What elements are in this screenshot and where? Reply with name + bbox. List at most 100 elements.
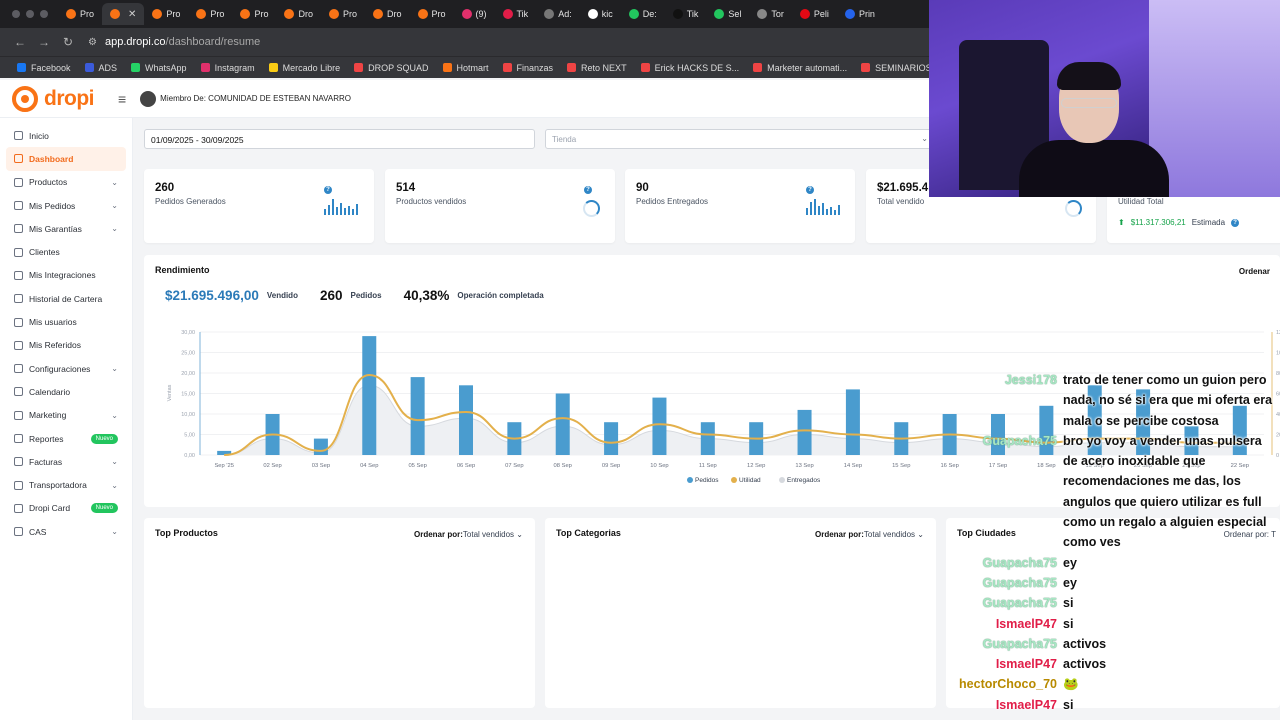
help-icon[interactable]: ? [806,186,814,194]
browser-tab[interactable]: Pro [188,3,232,25]
sidebar-item-mis-integraciones[interactable]: Mis Integraciones [6,264,126,287]
bookmark-item[interactable]: ADS [78,63,125,73]
x-tick-label: 14 Sep [844,463,862,469]
panel-order-select[interactable]: Ordenar por: T [1224,530,1276,539]
y-tick-label: 20,00 [181,371,195,377]
panel-order-select[interactable]: Ordenar por:Total vendidos ⌄ [815,530,924,539]
chevron-down-icon: ⌄ [111,364,118,374]
bookmark-item[interactable]: Reto NEXT [560,63,634,73]
sidebar-item-inicio[interactable]: Inicio [6,124,126,147]
chevron-down-icon: ⌄ [921,134,928,143]
chevron-down-icon: ⌄ [111,457,118,467]
bookmark-item[interactable]: Erick HACKS DE S... [634,63,747,73]
x-tick-label: 17 Sep [989,463,1007,469]
legend-marker [731,477,737,483]
maximize-window-icon[interactable] [40,10,48,18]
x-tick-label: Sep '25 [214,463,233,469]
chat-message: IsmaelP47 activos [955,654,1280,674]
logo-text: dropi [44,86,95,110]
sidebar-item-mis-referidos[interactable]: Mis Referidos [6,334,126,357]
minimize-window-icon[interactable] [26,10,34,18]
close-window-icon[interactable] [12,10,20,18]
help-icon[interactable]: ? [324,186,332,194]
browser-tab[interactable]: Peli [792,3,837,25]
browser-tab[interactable]: Sel [706,3,749,25]
sidebar-item-facturas[interactable]: Facturas ⌄ [6,450,126,473]
bookmark-item[interactable]: WhatsApp [124,63,194,73]
store-select[interactable]: Tienda ⌄ [545,129,935,149]
bookmark-item[interactable]: Facebook [10,63,78,73]
chat-text: ey [1063,555,1077,570]
reload-icon[interactable]: ↻ [62,35,74,49]
bookmark-item[interactable]: Instagram [194,63,262,73]
menu-toggle-icon[interactable]: ≡ [118,90,127,107]
panel-title: Top Categorias [556,528,621,538]
chat-text: si [1063,616,1074,631]
sidebar-item-mis-pedidos[interactable]: Mis Pedidos ⌄ [6,194,126,217]
sidebar-item-mis-garant-as[interactable]: Mis Garantías ⌄ [6,217,126,240]
browser-tab[interactable]: Pro [58,3,102,25]
site-settings-icon[interactable]: ⚙ [88,36,97,48]
bookmark-label: Instagram [214,62,255,73]
sidebar-item-cas[interactable]: CAS ⌄ [6,520,126,543]
sidebar-item-label: Mis usuarios [29,317,77,328]
browser-tab[interactable]: Ad: [536,3,580,25]
browser-tab[interactable]: Tor [749,3,792,25]
url-field[interactable]: ⚙ app.dropi.co/dashboard/resume [88,36,260,48]
dropi-logo[interactable]: dropi [0,85,128,112]
browser-tab[interactable]: Dro [365,3,410,25]
bookmark-item[interactable]: Mercado Libre [262,63,348,73]
sidebar-item-label: Mis Garantías [29,223,82,234]
bookmark-item[interactable]: SEMINARIOS ONLI... [854,63,970,73]
active-browser-tab[interactable]: ✕ [102,3,145,25]
card-pedidos-generados: 260 Pedidos Generados ? [144,169,374,243]
y2-tick-label: 100 [1276,351,1280,357]
sidebar-item-marketing[interactable]: Marketing ⌄ [6,404,126,427]
panel-order-select[interactable]: Ordenar por:Total vendidos ⌄ [414,530,523,539]
sidebar-item-calendario[interactable]: Calendario [6,380,126,403]
performance-order-button[interactable]: Ordenar [1238,267,1270,276]
tab-title: Tor [771,9,784,19]
top-products-panel: Top Productos Ordenar por:Total vendidos… [144,518,535,708]
help-icon[interactable]: ? [584,186,592,194]
sidebar-item-icon [14,503,23,513]
browser-tab[interactable]: De: [621,3,665,25]
sidebar-item-transportadora[interactable]: Transportadora ⌄ [6,473,126,496]
browser-tab[interactable]: Pro [232,3,276,25]
sidebar-item-historial-de-cartera[interactable]: Historial de Cartera [6,287,126,310]
browser-tab[interactable]: Pro [144,3,188,25]
browser-tab[interactable]: kic [580,3,621,25]
bookmark-item[interactable]: Finanzas [496,63,561,73]
help-icon[interactable]: ? [1231,218,1240,227]
sidebar-item-clientes[interactable]: Clientes [6,240,126,263]
sidebar-item-dropi-card[interactable]: Dropi Card Nuevo [6,497,126,520]
sidebar-item-configuraciones[interactable]: Configuraciones ⌄ [6,357,126,380]
sidebar-item-icon [14,387,23,397]
back-icon[interactable]: ← [14,35,26,49]
browser-tab[interactable]: Prin [837,3,883,25]
sidebar-item-mis-usuarios[interactable]: Mis usuarios [6,310,126,333]
mini-bar-chart-icon [806,199,840,215]
bookmark-item[interactable]: DROP SQUAD [347,63,435,73]
y-tick-label: 15,00 [181,392,195,398]
bookmark-item[interactable]: Marketer automati... [746,63,854,73]
close-tab-icon[interactable]: ✕ [128,8,137,20]
browser-tab[interactable]: Pro [321,3,365,25]
tab-favicon-icon [672,9,683,19]
sidebar-item-reportes[interactable]: Reportes Nuevo [6,427,126,450]
browser-tab[interactable]: Tik [665,3,707,25]
bookmark-label: DROP SQUAD [368,62,429,73]
bookmark-icon [640,63,650,72]
browser-tab[interactable]: (9) [454,3,495,25]
bookmark-item[interactable]: Hotmart [436,63,496,73]
browser-tab[interactable]: Tik [495,3,537,25]
forward-icon[interactable]: → [38,35,50,49]
sidebar-item-label: Clientes [29,247,60,258]
sidebar-item-label: Mis Referidos [29,340,81,351]
sidebar-item-productos[interactable]: Productos ⌄ [6,171,126,194]
browser-tab[interactable]: Dro [276,3,321,25]
sidebar-item-dashboard[interactable]: Dashboard [6,147,126,171]
browser-tab[interactable]: Pro [410,3,454,25]
tab-favicon-icon [284,9,295,19]
date-range-input[interactable]: 01/09/2025 - 30/09/2025 [144,129,535,149]
